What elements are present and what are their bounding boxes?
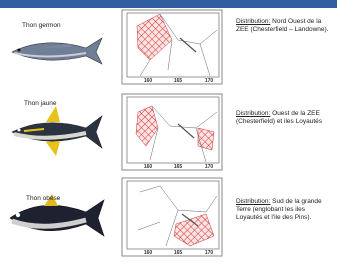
map-tick: 165	[174, 78, 183, 84]
graphics: 160 165 170 160 165 170 160 165 170	[0, 0, 337, 264]
map-2	[122, 94, 222, 170]
map-1	[122, 10, 222, 84]
distribution-label: Distribution:	[236, 198, 270, 205]
fish-germon	[12, 38, 102, 64]
distribution: Distribution: Nord Ouest de la ZEE (Ches…	[236, 18, 332, 34]
fish-name: Thon jaune	[24, 100, 57, 107]
map-tick: 160	[144, 164, 153, 170]
map-tick: 165	[174, 164, 183, 170]
map-tick: 160	[144, 78, 153, 84]
fish-name: Thon obèse	[26, 195, 60, 202]
fish-name: Thon germon	[22, 22, 61, 29]
map-3	[122, 178, 222, 256]
distribution-label: Distribution:	[236, 110, 270, 117]
distribution: Distribution: Sud de la grande Terre (en…	[236, 198, 332, 222]
map-tick: 160	[144, 250, 153, 256]
distribution-label: Distribution:	[236, 18, 270, 25]
distribution: Distribution: Ouest de la ZEE (Chesterfi…	[236, 110, 332, 126]
map-tick: 170	[205, 78, 214, 84]
fish-jaune	[12, 106, 102, 156]
page: 160 165 170 160 165 170 160 165 170 Thon…	[0, 0, 337, 264]
map-tick: 170	[205, 164, 214, 170]
header-bar	[0, 0, 337, 8]
map-tick: 165	[174, 250, 183, 256]
map-tick: 170	[205, 250, 214, 256]
